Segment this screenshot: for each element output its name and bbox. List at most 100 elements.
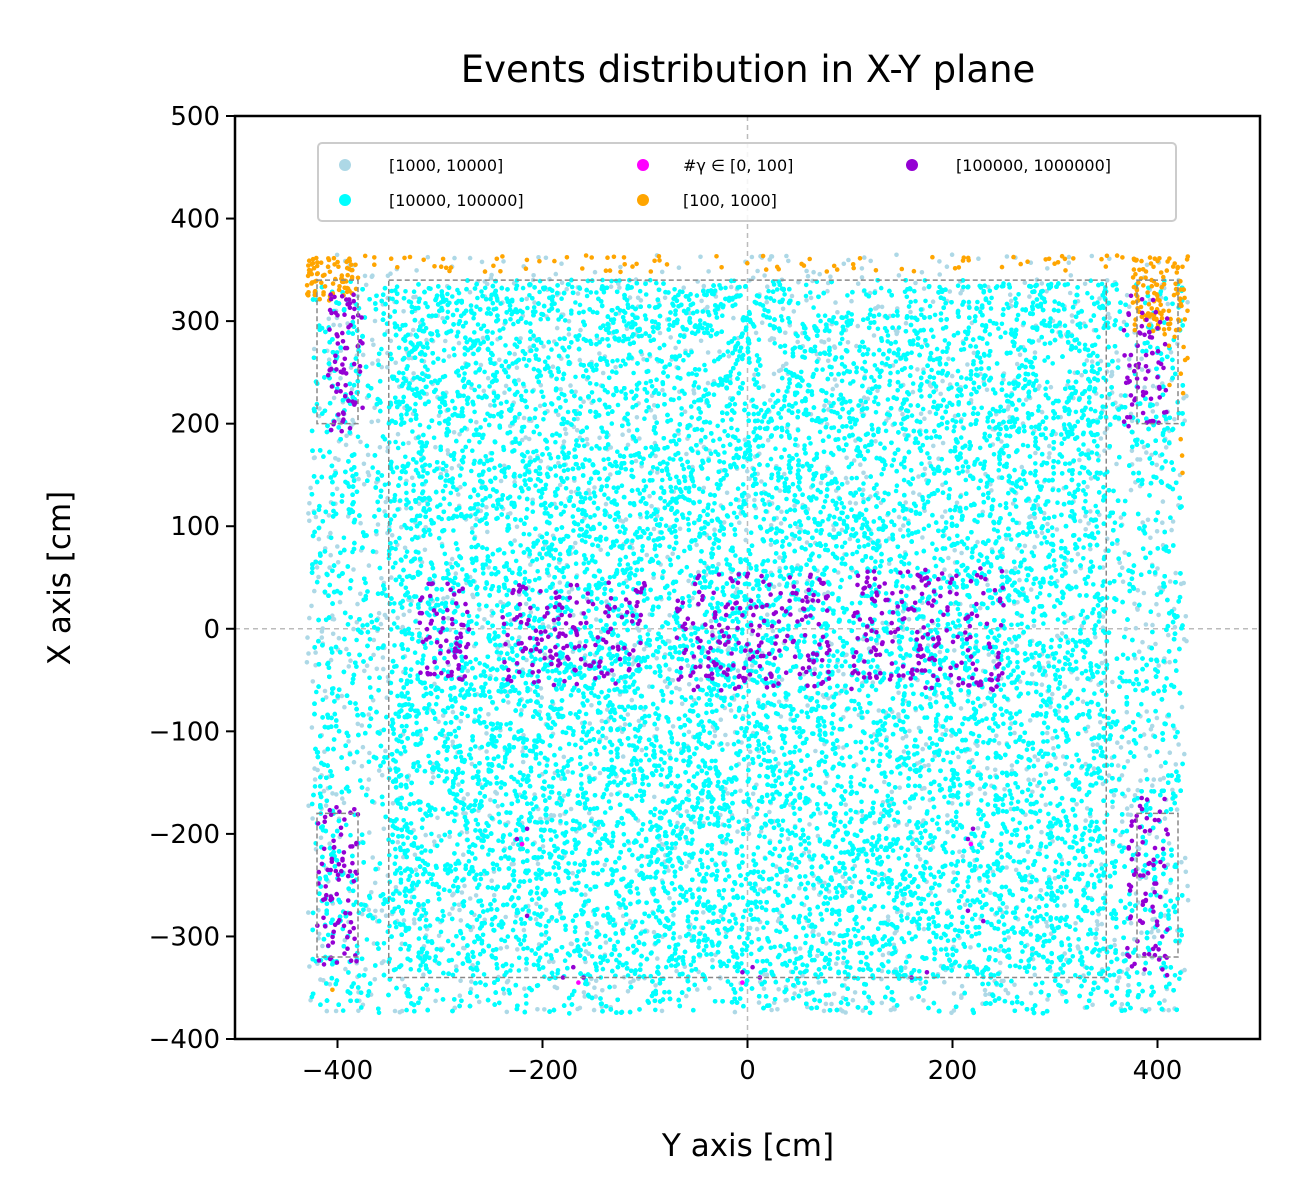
point-1-52 [581, 561, 587, 566]
point-0-2303 [1098, 720, 1103, 725]
point-0-2017 [1150, 783, 1155, 788]
point-0-54 [577, 357, 583, 363]
point-0-1051 [445, 594, 450, 600]
point-0-1627 [841, 671, 846, 677]
point-0-1527 [341, 800, 347, 806]
point-0-2343 [1126, 740, 1131, 745]
point-0-1142 [414, 268, 419, 273]
point-1-291 [1159, 452, 1165, 457]
point-0-2269 [1048, 384, 1054, 390]
point-0-872 [1084, 358, 1090, 363]
point-0-2417 [617, 285, 622, 290]
point-0-935 [984, 387, 990, 393]
point-0-1681 [858, 462, 863, 468]
point-0-398 [456, 782, 461, 787]
point-1-47 [521, 938, 527, 943]
point-0-2541 [587, 721, 593, 726]
point-1-278 [381, 941, 387, 946]
point-0-2426 [977, 605, 983, 611]
point-0-1346 [843, 802, 848, 808]
point-0-2093 [480, 335, 486, 341]
point-0-2323 [1062, 684, 1068, 690]
point-1-22 [814, 528, 819, 533]
point-0-2011 [1161, 775, 1166, 781]
point-0-2201 [381, 666, 386, 672]
point-1-136 [772, 944, 777, 950]
point-0-1324 [901, 749, 907, 754]
point-0-218 [1028, 587, 1034, 592]
point-0-1792 [379, 772, 385, 778]
point-0-1865 [370, 361, 375, 366]
point-0-2532 [922, 416, 927, 422]
point-0-52 [381, 826, 387, 832]
point-0-1552 [383, 748, 388, 754]
point-0-2406 [1090, 742, 1096, 747]
point-0-1804 [568, 806, 574, 812]
point-0-1555 [565, 769, 571, 774]
point-0-490 [735, 829, 740, 834]
point-0-601 [1119, 819, 1125, 824]
point-0-780 [817, 811, 823, 816]
point-1-53 [1110, 799, 1115, 805]
point-0-2208 [1039, 530, 1045, 536]
point-0-797 [561, 793, 567, 799]
point-1-304 [569, 887, 575, 892]
point-1-217 [814, 496, 819, 501]
point-0-59 [1004, 254, 1010, 259]
point-0-373 [315, 767, 320, 773]
point-0-21 [1026, 777, 1031, 782]
point-0-1517 [338, 376, 343, 381]
point-0-443 [546, 624, 551, 629]
point-0-1784 [1019, 464, 1025, 470]
point-0-2130 [654, 726, 660, 732]
point-0-1174 [926, 763, 931, 768]
point-0-2555 [843, 475, 849, 481]
point-1-247 [912, 783, 918, 789]
point-0-1212 [1166, 632, 1171, 638]
point-1-92 [705, 816, 710, 821]
point-0-2486 [409, 475, 415, 481]
point-0-833 [769, 1007, 774, 1013]
point-1-16 [454, 334, 460, 339]
point-0-2104 [1141, 971, 1146, 976]
point-0-666 [651, 929, 657, 935]
point-0-2078 [362, 668, 367, 674]
point-0-1378 [559, 280, 565, 286]
point-0-328 [1045, 923, 1050, 929]
point-0-405 [1048, 704, 1053, 710]
point-0-1356 [1139, 356, 1144, 362]
point-0-1092 [743, 537, 748, 543]
point-0-2337 [346, 664, 352, 669]
point-0-2192 [335, 560, 341, 565]
point-0-1779 [410, 327, 416, 333]
point-0-1703 [804, 268, 809, 274]
point-0-648 [1039, 682, 1045, 687]
point-0-325 [992, 767, 998, 773]
point-0-1918 [602, 862, 608, 868]
point-1-332 [544, 763, 550, 768]
point-0-566 [1154, 835, 1160, 840]
point-0-1044 [647, 493, 652, 499]
point-0-2069 [608, 284, 614, 290]
point-1-344 [1150, 563, 1155, 569]
point-0-669 [467, 896, 473, 901]
point-0-2527 [436, 933, 442, 939]
point-0-562 [1111, 792, 1117, 798]
point-0-2101 [457, 907, 462, 913]
point-0-875 [628, 980, 633, 985]
point-0-987 [996, 741, 1002, 746]
point-0-1093 [573, 540, 578, 546]
point-0-1255 [393, 360, 399, 366]
point-0-74 [761, 384, 766, 389]
point-0-1389 [599, 718, 605, 724]
point-0-397 [365, 452, 371, 458]
point-0-1687 [652, 794, 657, 800]
point-0-1674 [803, 987, 809, 993]
point-0-769 [523, 966, 529, 972]
point-0-2081 [962, 902, 968, 907]
point-0-1101 [333, 456, 338, 461]
point-0-1667 [534, 901, 539, 907]
point-0-1439 [811, 269, 816, 275]
point-0-609 [707, 985, 712, 991]
point-1-246 [498, 335, 503, 341]
